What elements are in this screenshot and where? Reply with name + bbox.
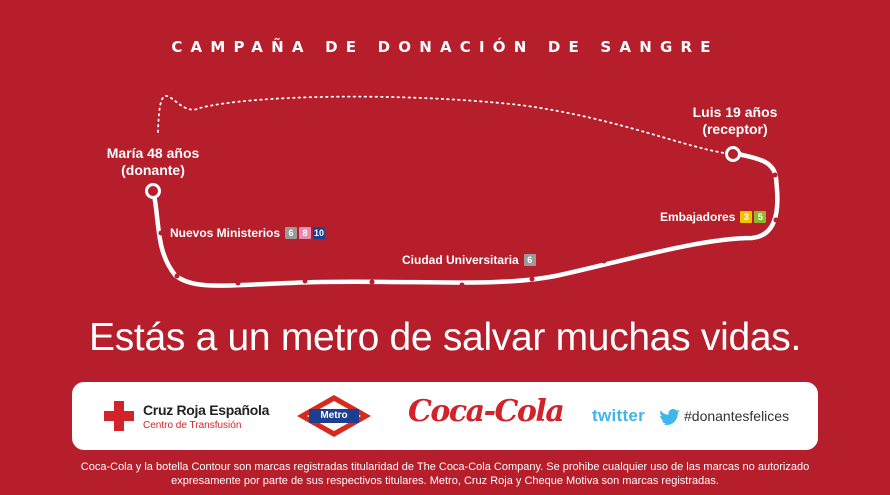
route-stop-dot [772, 172, 778, 178]
twitter-wordmark: twitter [592, 406, 646, 425]
metro-diamond-icon [297, 395, 371, 437]
metro-logo: Metro [296, 394, 372, 438]
campaign-hashtag: #donantesfelices [684, 408, 790, 424]
campaign-title: CAMPAÑA DE DONACIÓN DE SANGRE [171, 38, 719, 56]
route-stop-dot [529, 276, 535, 282]
sponsor-logos-panel: Cruz Roja Española Centro de Transfusión… [72, 382, 818, 450]
cruz-roja-name: Cruz Roja Española [143, 402, 270, 418]
legal-line-2: expresamente por parte de sus respectivo… [171, 475, 719, 487]
donor-label: María 48 años (donante) [98, 145, 208, 179]
slogan: Estás a un metro de salvar muchas vidas. [89, 316, 801, 359]
metro-line-badge: 8 [299, 227, 312, 239]
metro-line-badge: 6 [285, 227, 298, 239]
cruz-roja-subtitle: Centro de Transfusión [143, 420, 242, 431]
station-embajadores: Embajadores 3 5 [660, 210, 767, 224]
route-stop-dot [174, 273, 180, 279]
station-name: Nuevos Ministerios [170, 226, 281, 240]
route-stop-dot [649, 240, 655, 246]
metro-route-path [150, 151, 780, 288]
red-cross-icon [104, 401, 134, 431]
twitter-bird-icon [660, 409, 680, 425]
route-stop-dot [302, 278, 308, 284]
route-stop-dot [459, 282, 465, 288]
twitter-logo: twitter #donantesfelices [592, 406, 802, 428]
legal-notice: Coca-Cola y la botella Contour son marca… [40, 460, 850, 488]
dotted-route-path [157, 94, 733, 155]
route-stop-dot [773, 217, 779, 223]
station-nuevos-ministerios: Nuevos Ministerios 6 8 10 [170, 226, 326, 240]
metro-line-badge: 5 [754, 211, 767, 223]
receiver-role: (receptor) [702, 121, 768, 137]
donor-role: (donante) [121, 162, 185, 178]
station-name: Embajadores [660, 210, 736, 224]
route-stop-dot [715, 233, 721, 239]
cruz-roja-logo: Cruz Roja Española Centro de Transfusión [104, 400, 274, 434]
metro-line-badge: 10 [313, 227, 326, 239]
legal-line-1: Coca-Cola y la botella Contour son marca… [80, 461, 810, 473]
receiver-name-age: Luis 19 años [692, 104, 778, 120]
route-stop-dot [601, 258, 607, 264]
route-stop-dot [158, 230, 164, 236]
station-ciudad-universitaria: Ciudad Universitaria 6 [402, 253, 536, 267]
metro-wordmark: Metro [320, 410, 348, 421]
donor-name-age: María 48 años [106, 145, 200, 161]
receiver-marker [725, 146, 741, 162]
route-stop-dot [235, 280, 241, 286]
route-stop-dot [369, 279, 375, 285]
donor-marker [145, 183, 161, 199]
metro-line-badge: 3 [740, 211, 753, 223]
bottle-route-map [145, 94, 780, 288]
station-name: Ciudad Universitaria [402, 253, 519, 267]
metro-line-badge: 6 [523, 254, 536, 266]
coca-cola-logo: Coca-Cola [408, 394, 565, 429]
receiver-label: Luis 19 años (receptor) [680, 104, 790, 138]
